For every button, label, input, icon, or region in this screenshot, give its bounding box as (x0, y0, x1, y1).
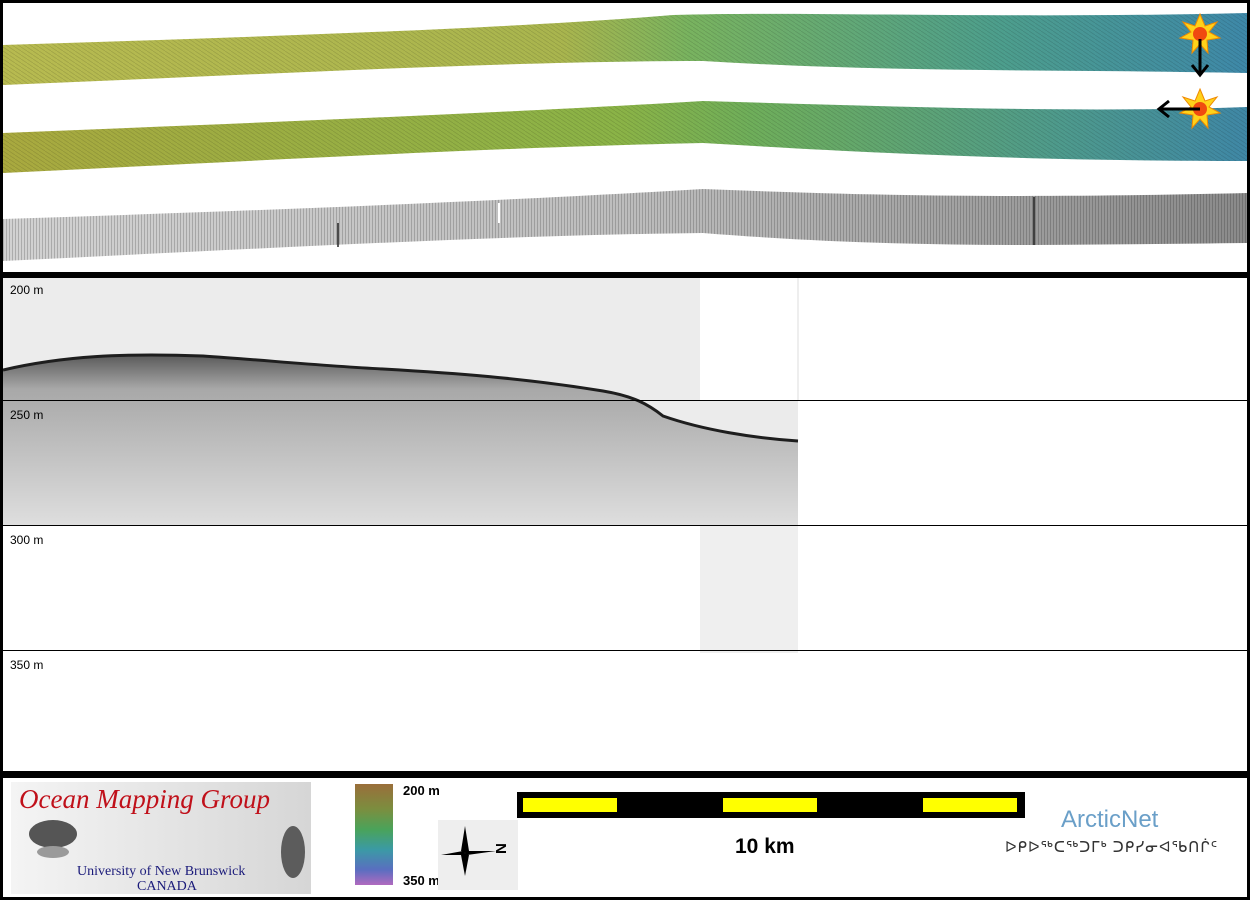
depth-label-300: 300 m (10, 533, 44, 547)
swath-mosaic-panel (3, 3, 1247, 272)
depth-label-350: 350 m (10, 658, 44, 672)
colorbar-bottom-label: 350 m (403, 873, 440, 888)
north-label: N (491, 843, 509, 854)
depth-gridline (3, 400, 1247, 401)
depth-gridline (3, 525, 1247, 526)
depth-label-250: 250 m (10, 408, 44, 422)
scale-label: 10 km (735, 835, 795, 858)
depth-gridline (3, 650, 1247, 651)
left-arrow-icon (1156, 99, 1200, 119)
legend-panel: Ocean Mapping Group University of New Br… (3, 778, 1247, 897)
seafloor-profile (3, 354, 798, 525)
org-university: University of New Brunswick (77, 864, 246, 879)
partner-syllabics: ᐅᑭᐅᖅᑕᖅᑐᒥᒃ ᑐᑭᓯᓂᐊᖃᑎᒌᑦ (1005, 839, 1219, 856)
depth-colorbar (355, 784, 393, 885)
vessel-icon (281, 826, 305, 878)
depth-label-200: 200 m (10, 283, 44, 297)
colorbar-top-label: 200 m (403, 783, 440, 798)
omg-logo: Ocean Mapping Group University of New Br… (11, 782, 311, 894)
partner-name: ArcticNet (1061, 806, 1159, 833)
org-title: Ocean Mapping Group (19, 784, 270, 814)
org-country: CANADA (137, 879, 197, 894)
sub-bottom-profile-panel: 200 m 250 m 300 m 350 m (3, 278, 1247, 771)
vessel-icon (29, 820, 77, 848)
down-arrow-icon (1190, 39, 1210, 78)
scale-bar (517, 792, 1025, 818)
north-arrow-icon (438, 820, 518, 890)
